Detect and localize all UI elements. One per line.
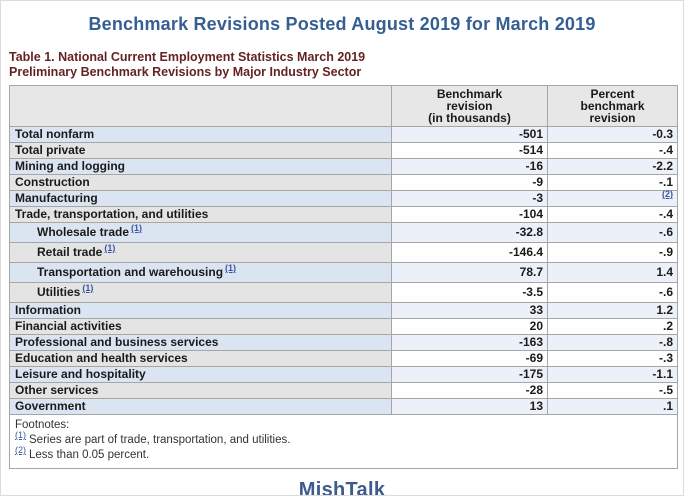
benchmark-revision-value: -104 <box>391 206 548 223</box>
footnote-marker-link[interactable]: (1) <box>15 430 26 441</box>
footnotes-cell: Footnotes: (1) Series are part of trade, … <box>9 414 678 469</box>
table-row: Total private -514 -.4 <box>9 142 678 159</box>
footnote-text: Less than 0.05 percent. <box>29 449 150 461</box>
industry-label: Financial activities <box>9 318 392 335</box>
percent-revision-value: -.8 <box>547 334 678 351</box>
table-row: Manufacturing -3 (2) <box>9 189 678 207</box>
benchmark-revision-value: -32.8 <box>391 222 548 243</box>
footnote-ref-link[interactable]: (1) <box>131 223 143 233</box>
benchmark-revision-value: 20 <box>391 318 548 335</box>
industry-label: Trade, transportation, and utilities <box>9 206 392 223</box>
table-header-row: Benchmark revision (in thousands) Percen… <box>9 85 678 127</box>
table-row: Leisure and hospitality -175 -1.1 <box>9 366 678 383</box>
table-row: Utilities (1) -3.5 -.6 <box>9 282 678 303</box>
benchmark-revision-value: -514 <box>391 142 548 159</box>
benchmark-revision-value: 78.7 <box>391 262 548 283</box>
industry-label: Information <box>9 302 392 319</box>
table-body: Total nonfarm -501 -0.3 Total private -514 -.… <box>9 126 678 415</box>
mishtalk-logo: MishTalk <box>298 479 386 496</box>
percent-revision-value: -.5 <box>547 382 678 399</box>
table-row: Trade, transportation, and utilities -104… <box>9 206 678 223</box>
footnote-line: (2) Less than 0.05 percent. <box>15 445 672 463</box>
footnote-ref-link[interactable]: (1) <box>225 263 237 273</box>
footnote-ref-link[interactable]: (1) <box>104 243 116 253</box>
percent-revision-value: -.3 <box>547 350 678 367</box>
industry-label: Leisure and hospitality <box>9 366 392 383</box>
percent-revision-value: .2 <box>547 318 678 335</box>
table-row: Total nonfarm -501 -0.3 <box>9 126 678 143</box>
page-title: Benchmark Revisions Posted August 2019 f… <box>88 14 596 34</box>
industry-label: Transportation and warehousing (1) <box>9 262 392 283</box>
percent-revision-value: -.9 <box>547 242 678 263</box>
industry-label: Manufacturing <box>9 190 392 207</box>
percent-revision-value: -2.2 <box>547 158 678 175</box>
percent-revision-value: -.6 <box>547 282 678 303</box>
industry-label: Mining and logging <box>9 158 392 175</box>
table-row: Professional and business services -163 -.… <box>9 334 678 351</box>
industry-label: Retail trade (1) <box>9 242 392 263</box>
industry-label: Total nonfarm <box>9 126 392 143</box>
table-caption-line-1: Table 1. National Current Employment Sta… <box>9 50 366 64</box>
percent-revision-value: -.4 <box>547 206 678 223</box>
benchmark-revision-value: -175 <box>391 366 548 383</box>
table-row: Education and health services -69 -.3 <box>9 350 678 367</box>
table-row: Transportation and warehousing (1) 78.7 1.4 <box>9 262 678 283</box>
industry-label: Professional and business services <box>9 334 392 351</box>
column-header-benchmark-revision: Benchmark revision (in thousands) <box>391 85 548 127</box>
percent-revision-value: 1.4 <box>547 262 678 283</box>
table-row: Government 13.1 <box>9 398 678 415</box>
table-caption-line-2: Preliminary Benchmark Revisions by Major… <box>9 65 362 79</box>
benchmark-revisions-table: Benchmark revision (in thousands) Percen… <box>9 85 678 469</box>
industry-label: Utilities (1) <box>9 282 392 303</box>
industry-label: Construction <box>9 174 392 191</box>
footnote-ref-link[interactable]: (1) <box>82 283 94 293</box>
benchmark-revision-value: -28 <box>391 382 548 399</box>
table-row: Information 33 1.2 <box>9 302 678 319</box>
benchmark-revision-value: -3.5 <box>391 282 548 303</box>
table-caption: Table 1. National Current Employment Sta… <box>9 50 683 80</box>
percent-revision-value: -.6 <box>547 222 678 243</box>
column-header-industry <box>9 85 392 127</box>
percent-revision-value: -0.3 <box>547 126 678 143</box>
benchmark-revision-value: 13 <box>391 398 548 415</box>
benchmark-revision-value: -3 <box>391 190 548 207</box>
percent-revision-value: 1.2 <box>547 302 678 319</box>
benchmark-revision-value: 33 <box>391 302 548 319</box>
industry-label: Government <box>9 398 392 415</box>
percent-revision-value: -.4 <box>547 142 678 159</box>
table-row: Wholesale trade (1) -32.8 -.6 <box>9 222 678 243</box>
percent-revision-value: (2) <box>547 189 678 207</box>
benchmark-revision-value: -146.4 <box>391 242 548 263</box>
industry-label: Wholesale trade (1) <box>9 222 392 243</box>
percent-revision-value: -.1 <box>547 174 678 191</box>
footnote-ref-link[interactable]: (2) <box>662 189 673 199</box>
table-row: Other services -28 -.5 <box>9 382 678 399</box>
footnote-marker-link[interactable]: (2) <box>15 445 26 456</box>
footnotes-row: Footnotes: (1) Series are part of trade, … <box>9 414 678 469</box>
footnote-text: Series are part of trade, transportation… <box>29 434 291 446</box>
benchmark-revision-value: -16 <box>391 158 548 175</box>
footnote-line: (1) Series are part of trade, transportat… <box>15 430 672 448</box>
industry-label: Total private <box>9 142 392 159</box>
percent-revision-value: -1.1 <box>547 366 678 383</box>
benchmark-revision-value: -501 <box>391 126 548 143</box>
percent-revision-value: .1 <box>547 398 678 415</box>
benchmark-revision-value: -9 <box>391 174 548 191</box>
benchmark-revision-value: -69 <box>391 350 548 367</box>
table-row: Retail trade (1) -146.4 -.9 <box>9 242 678 263</box>
industry-label: Other services <box>9 382 392 399</box>
table-row: Construction -9 -.1 <box>9 174 678 191</box>
benchmark-revision-value: -163 <box>391 334 548 351</box>
table-row: Mining and logging -16 -2.2 <box>9 158 678 175</box>
industry-label: Education and health services <box>9 350 392 367</box>
column-header-percent-revision: Percent benchmark revision <box>547 85 678 127</box>
footnotes-heading: Footnotes: <box>15 419 70 431</box>
table-row: Financial activities 20.2 <box>9 318 678 335</box>
